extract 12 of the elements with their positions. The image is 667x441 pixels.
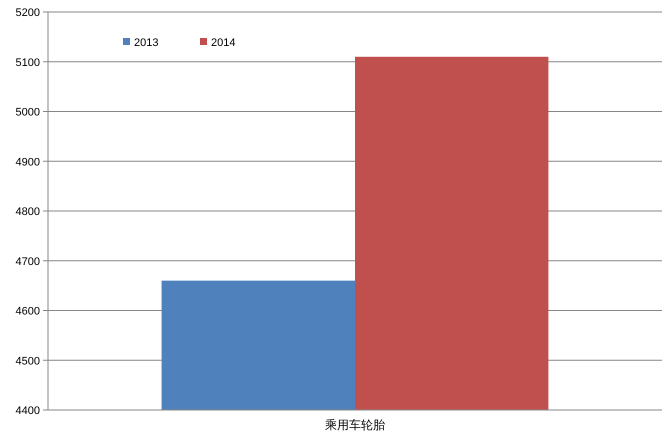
y-tick-label: 4500 (16, 355, 40, 368)
y-tick-label: 5000 (16, 106, 40, 118)
x-tick-label: 乘用车轮胎 (325, 418, 385, 432)
legend-label: 2013 (134, 37, 158, 49)
y-tick-label: 5100 (16, 56, 40, 69)
y-tick-label: 4900 (16, 156, 40, 168)
y-tick-label: 4800 (16, 206, 40, 218)
y-tick-label: 4700 (16, 256, 40, 268)
y-tick-label: 4600 (16, 306, 40, 318)
y-tick-label: 4400 (16, 405, 40, 417)
legend-label: 2014 (211, 37, 236, 49)
y-tick-label: 5200 (16, 7, 40, 19)
